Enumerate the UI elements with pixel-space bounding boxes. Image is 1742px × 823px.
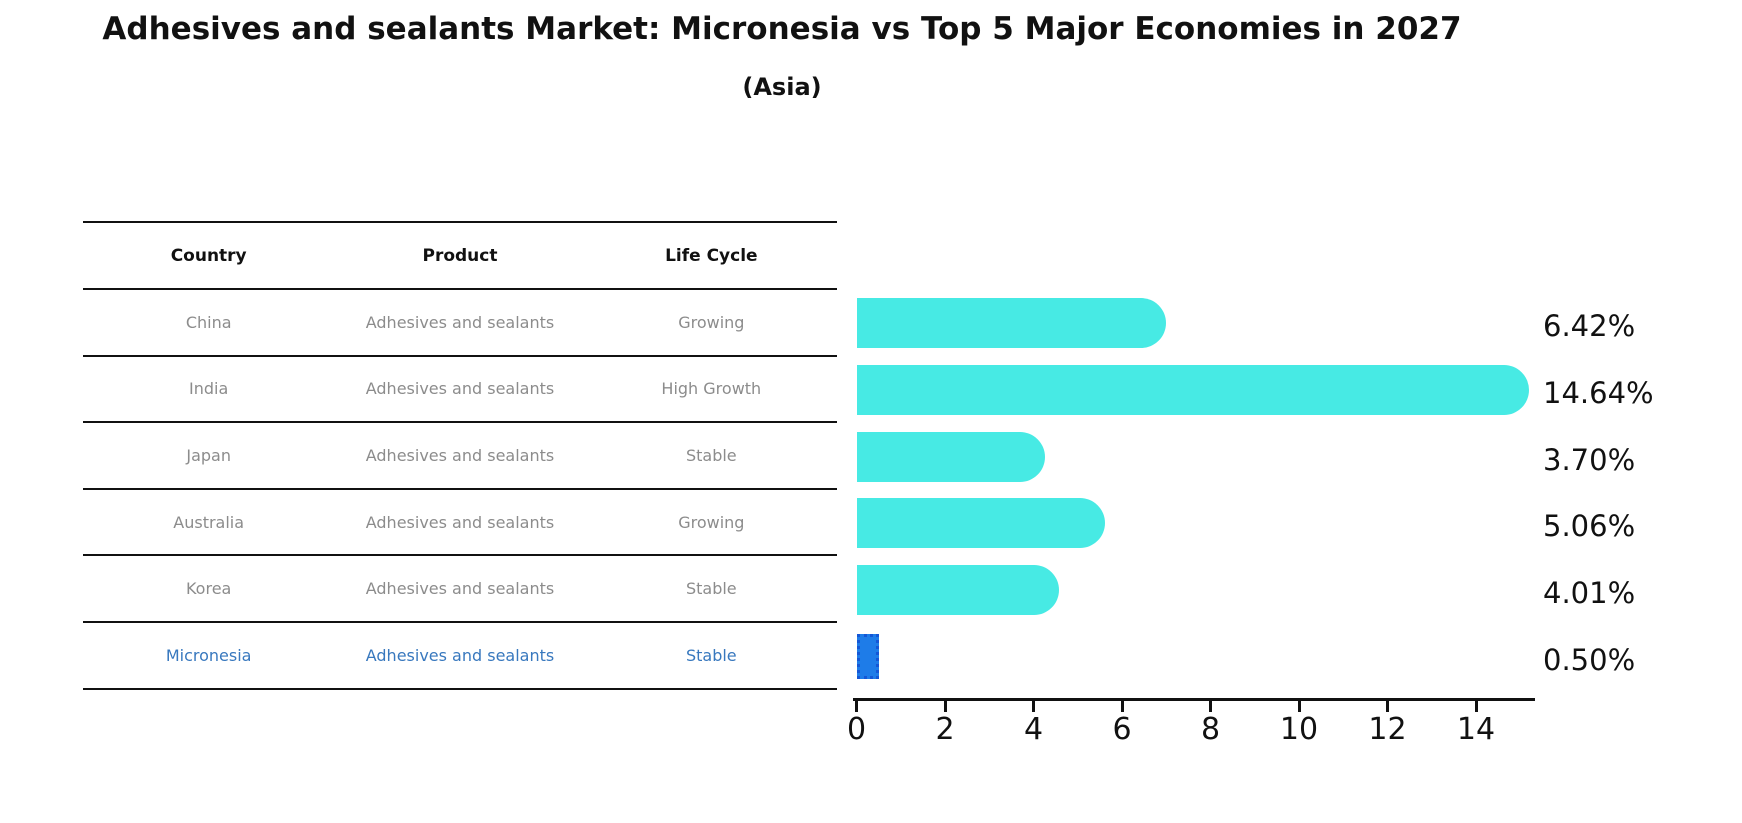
cell-life-cycle: Stable <box>685 645 737 665</box>
table-row: Japan Adhesives and sealants Stable <box>83 423 837 490</box>
x-tick-mark <box>1386 701 1389 712</box>
x-tick-label: 0 <box>846 712 867 747</box>
cell-country: Korea <box>185 579 232 599</box>
x-tick-mark <box>943 701 947 712</box>
x-tick-mark <box>1120 701 1124 712</box>
header-country: Country <box>170 245 247 266</box>
table-row: China Adhesives and sealants Growing <box>83 290 837 357</box>
table-header-row: Country Product Life Cycle <box>83 223 837 290</box>
table-row: Micronesia Adhesives and sealants Stable <box>83 623 837 690</box>
chart-subtitle: (Asia) <box>742 73 822 101</box>
x-tick-label: 8 <box>1200 712 1221 747</box>
cell-country: Micronesia <box>165 645 252 665</box>
cell-life-cycle: Stable <box>685 445 737 465</box>
chart-title: Adhesives and sealants Market: Micronesi… <box>102 11 1462 47</box>
cell-product: Adhesives and sealants <box>365 379 555 399</box>
x-tick-label: 14 <box>1456 712 1496 747</box>
value-label: 3.70% <box>1543 442 1636 477</box>
header-life-cycle: Life Cycle <box>665 245 758 266</box>
x-tick-mark <box>1297 701 1301 712</box>
value-label: 0.50% <box>1543 642 1636 677</box>
x-tick-mark <box>1474 701 1478 712</box>
value-label: 6.42% <box>1543 309 1636 344</box>
cell-country: Japan <box>186 445 231 465</box>
value-label: 4.01% <box>1543 576 1636 610</box>
cell-product: Adhesives and sealants <box>365 312 555 332</box>
cell-country: Australia <box>173 512 245 532</box>
bar-australia <box>856 498 1106 549</box>
table-row: Australia Adhesives and sealants Growing <box>83 490 837 557</box>
header-product: Product <box>422 245 498 266</box>
bar-japan <box>856 431 1046 482</box>
x-tick-label: 4 <box>1023 712 1044 747</box>
bar-korea <box>856 565 1059 615</box>
bar-micronesia <box>856 634 879 680</box>
x-tick-label: 12 <box>1368 712 1407 747</box>
bar-india <box>856 365 1530 415</box>
cell-life-cycle: Stable <box>685 579 737 599</box>
country-table: Country Product Life Cycle China Adhesive… <box>83 221 837 690</box>
cell-product: Adhesives and sealants <box>365 645 555 665</box>
x-axis-line <box>853 698 1535 701</box>
x-tick-label: 2 <box>935 712 955 747</box>
value-label: 5.06% <box>1543 509 1636 544</box>
bar-china <box>856 298 1166 349</box>
cell-country: India <box>189 379 229 399</box>
x-tick-mark <box>1209 701 1212 712</box>
cell-product: Adhesives and sealants <box>365 512 555 532</box>
cell-product: Adhesives and sealants <box>365 445 555 465</box>
table-row: India Adhesives and sealants High Growth <box>83 357 837 424</box>
value-label: 14.64% <box>1543 376 1654 410</box>
x-tick-label: 6 <box>1112 712 1132 747</box>
cell-product: Adhesives and sealants <box>365 579 555 599</box>
table-body: China Adhesives and sealants Growing India A… <box>83 290 837 690</box>
table-row: Korea Adhesives and sealants Stable <box>83 556 837 623</box>
cell-life-cycle: Growing <box>678 312 745 332</box>
cell-country: China <box>185 312 232 332</box>
x-tick-label: 10 <box>1279 712 1319 747</box>
x-tick-mark <box>1032 701 1035 712</box>
cell-life-cycle: High Growth <box>661 379 762 399</box>
cell-life-cycle: Growing <box>678 512 745 532</box>
x-tick-mark <box>855 701 858 712</box>
